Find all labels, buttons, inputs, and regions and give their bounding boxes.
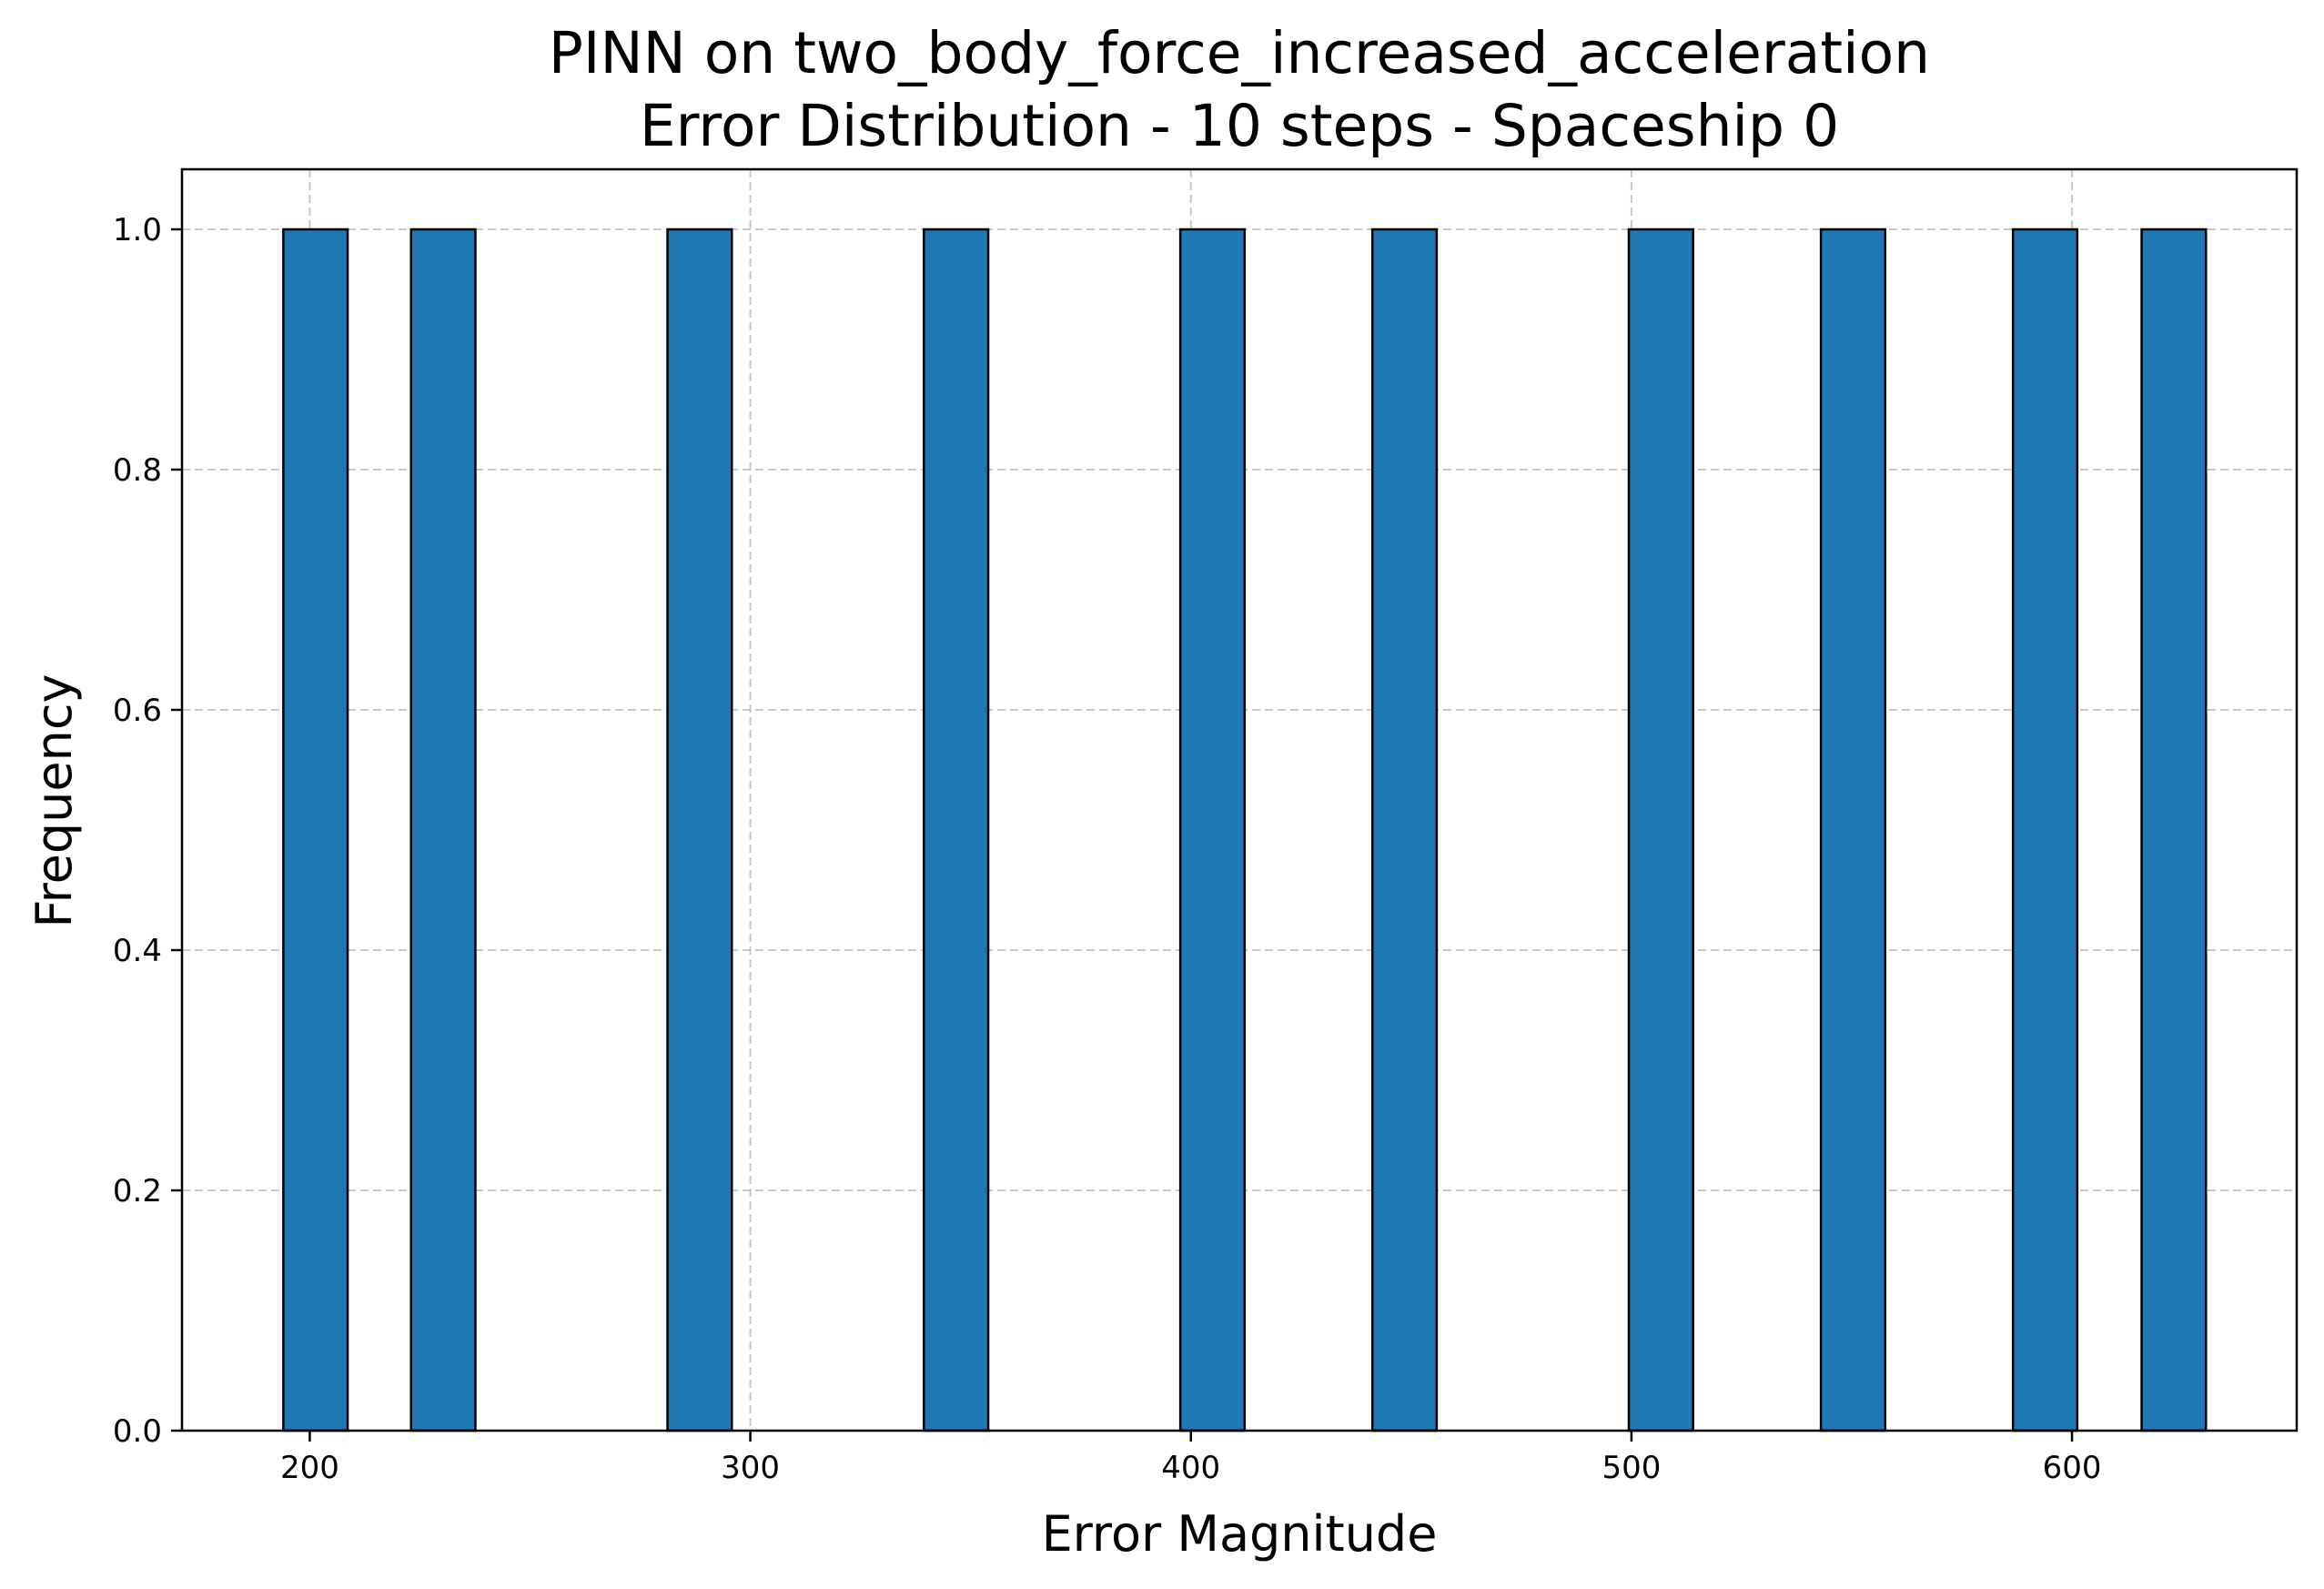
- x-tick-label: 300: [721, 1450, 780, 1486]
- plot-frame: [180, 167, 2299, 1432]
- y-tick-label: 0.6: [113, 693, 162, 729]
- x-tick-label: 400: [1161, 1450, 1220, 1486]
- y-tick-label: 1.0: [113, 212, 162, 248]
- y-axis-label: Frequency: [25, 674, 83, 928]
- y-tick-label: 0.0: [113, 1413, 162, 1450]
- chart-subtitle: Error Distribution - 10 steps - Spaceshi…: [640, 93, 1839, 159]
- histogram-bar: [2011, 228, 2079, 1432]
- x-tick-label: 500: [1602, 1450, 1661, 1486]
- histogram-bar: [1819, 228, 1887, 1432]
- histogram-bar: [1178, 228, 1247, 1432]
- x-axis-label: Error Magnitude: [1042, 1505, 1438, 1563]
- x-tick-label: 600: [2043, 1450, 2102, 1486]
- x-tick-label: 200: [280, 1450, 339, 1486]
- histogram-bar: [1370, 228, 1439, 1432]
- histogram-bars: [282, 228, 2208, 1432]
- axis-ticks: 200 300 400 500 600 0.0 0.2 0.4 0.6 0.8 1.0: [113, 212, 2102, 1486]
- histogram-bar: [409, 228, 477, 1432]
- histogram-bar: [282, 228, 349, 1432]
- histogram-bar: [2140, 228, 2208, 1432]
- histogram-bar: [923, 228, 990, 1432]
- y-tick-label: 0.4: [113, 933, 162, 969]
- histogram-bar: [1627, 228, 1694, 1432]
- y-tick-label: 0.2: [113, 1173, 162, 1209]
- y-tick-label: 0.8: [113, 452, 162, 489]
- histogram-bar: [666, 228, 733, 1432]
- chart-title: PINN on two_body_force_increased_acceler…: [549, 20, 1930, 86]
